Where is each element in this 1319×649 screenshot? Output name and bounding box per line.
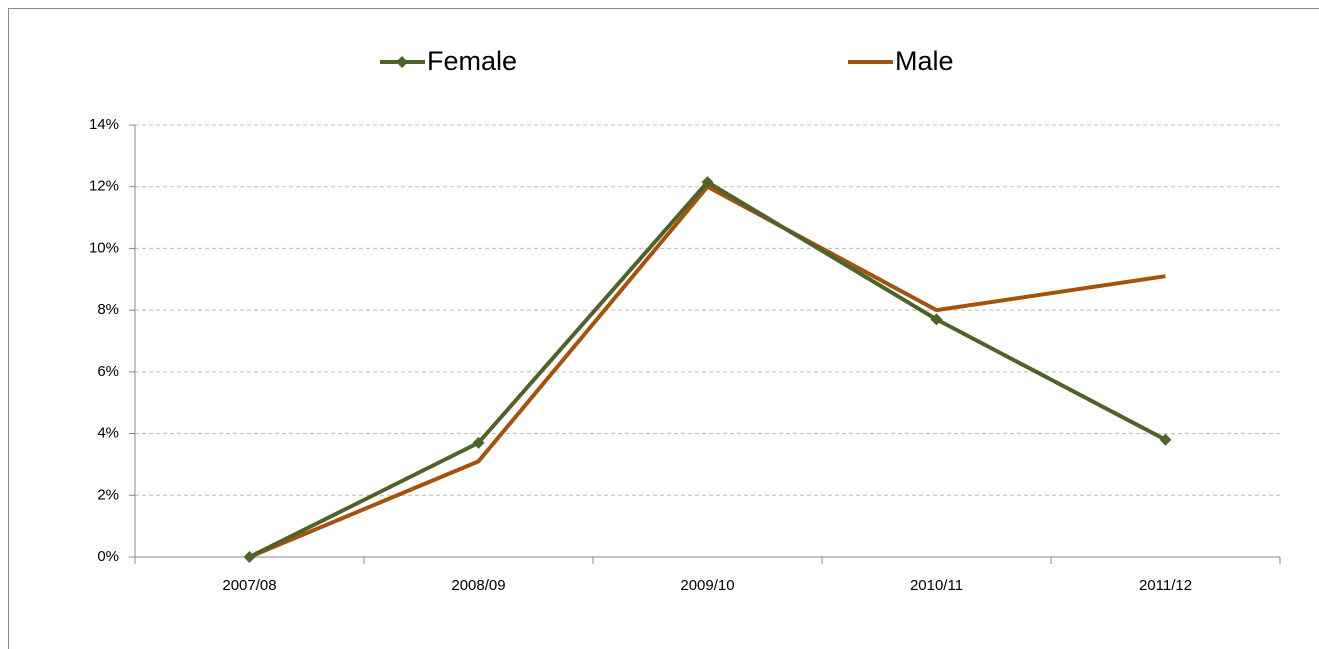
y-tick-label: 14% xyxy=(89,116,119,133)
point-marker xyxy=(701,176,714,189)
y-tick-label: 4% xyxy=(97,425,119,442)
point-marker xyxy=(930,313,943,326)
y-tick-label: 12% xyxy=(89,178,119,195)
y-tick-label: 8% xyxy=(97,301,119,318)
legend-marker xyxy=(396,56,408,68)
y-tick-label: 6% xyxy=(97,363,119,380)
y-tick-label: 10% xyxy=(89,239,119,256)
x-tick-label: 2010/11 xyxy=(910,577,963,594)
point-marker xyxy=(472,436,485,449)
y-tick-label: 2% xyxy=(97,486,119,503)
y-tick-label: 0% xyxy=(97,548,119,565)
x-tick-label: 2007/08 xyxy=(222,577,276,594)
legend-label: Female xyxy=(427,46,517,76)
point-marker xyxy=(1159,433,1172,446)
x-tick-label: 2011/12 xyxy=(1139,577,1192,594)
legend-label: Male xyxy=(895,46,954,76)
chart-frame xyxy=(8,8,1319,649)
point-marker xyxy=(243,551,256,563)
x-tick-label: 2009/10 xyxy=(680,577,734,594)
x-tick-label: 2008/09 xyxy=(451,577,505,594)
